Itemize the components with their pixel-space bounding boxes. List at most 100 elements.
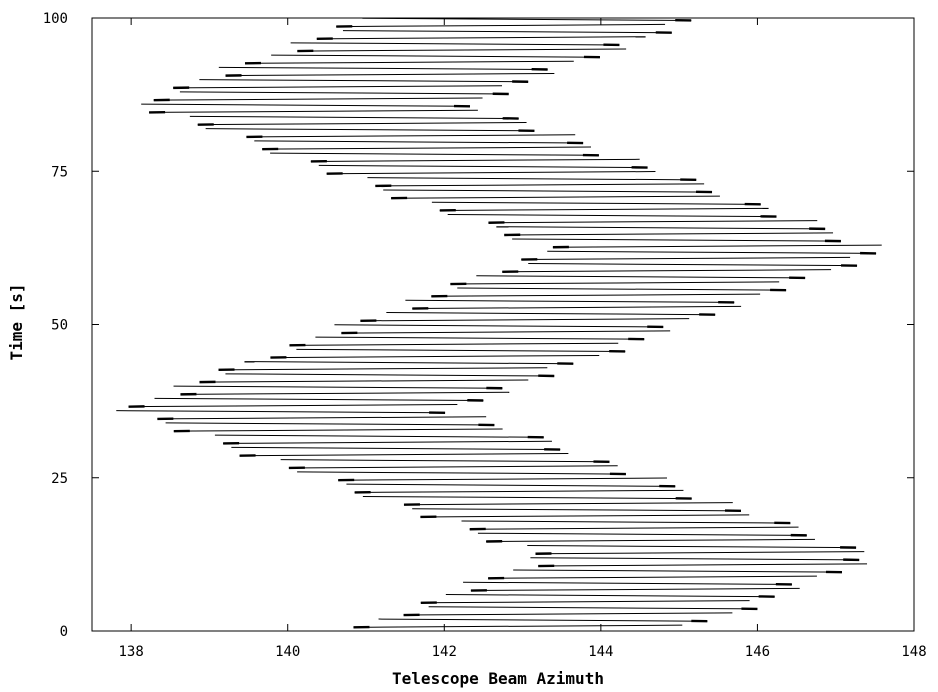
scan-line [128, 403, 458, 408]
y-tick-label: 25 [51, 471, 68, 487]
x-axis-ticks: 138 140 142 144 146 148 [118, 18, 927, 660]
scan-line [353, 624, 683, 628]
scan-line [530, 557, 860, 561]
scan-line [535, 551, 865, 555]
scan-line [197, 122, 527, 126]
scan-line [214, 434, 544, 438]
x-tick-label: 142 [432, 644, 457, 660]
scan-line [180, 391, 510, 395]
scan-line [469, 526, 799, 530]
scan-line [173, 385, 503, 389]
scan-line [254, 140, 584, 144]
scan-line [289, 342, 619, 346]
scan-line [288, 465, 618, 469]
scan-line [513, 569, 842, 573]
scan-line [547, 250, 877, 254]
x-tick-label: 144 [588, 644, 613, 660]
scan-line [157, 416, 487, 420]
scan-line [447, 213, 777, 218]
scan-line [334, 324, 664, 328]
y-axis-ticks: 0 25 50 75 100 [43, 11, 914, 640]
scan-line [412, 305, 742, 310]
scan-line [367, 177, 697, 181]
scan-line [346, 483, 676, 487]
scan-line [457, 287, 787, 291]
y-tick-label: 75 [51, 164, 68, 180]
scan-line [362, 495, 692, 500]
scan-line [512, 238, 841, 242]
scan-line [420, 514, 750, 518]
scan-line [477, 532, 807, 536]
scan-line [360, 318, 690, 322]
scan-line [486, 538, 815, 543]
scan-line [342, 30, 672, 34]
scan-line [218, 66, 548, 70]
scan-line [165, 422, 495, 426]
scan-line [336, 23, 666, 28]
scan-line [386, 312, 716, 316]
scan-line [403, 502, 733, 506]
scan-line [318, 164, 648, 169]
scan-line [141, 103, 470, 107]
scan-line [552, 244, 882, 248]
scan-line [375, 183, 705, 187]
scan-line [239, 453, 569, 457]
scan-line [315, 336, 645, 340]
scan-line [391, 195, 720, 199]
scan-line [231, 446, 561, 451]
scan-line [488, 220, 818, 224]
scan-line [362, 17, 692, 21]
scan-line [527, 544, 857, 549]
scan-line [225, 72, 555, 77]
scan-line [173, 85, 502, 89]
scan-line [405, 299, 735, 303]
scan-line [223, 440, 552, 444]
scan-line [244, 60, 574, 64]
scan-line [431, 201, 761, 205]
scan-lines [116, 17, 882, 629]
scan-line [297, 471, 626, 475]
scan-line [476, 275, 806, 279]
scan-line [179, 91, 509, 95]
scan-line [116, 410, 446, 414]
scan-line [488, 575, 817, 579]
scan-line [225, 373, 555, 377]
y-tick-label: 50 [51, 318, 68, 334]
x-tick-label: 148 [901, 644, 926, 660]
scan-line [341, 330, 671, 334]
scan-line [310, 158, 640, 162]
x-axis-title: Telescope Beam Azimuth [392, 669, 604, 688]
scan-line [521, 256, 851, 261]
scan-line [297, 48, 627, 52]
scan-line [270, 152, 599, 156]
scan-line [244, 361, 574, 365]
scan-line [504, 232, 834, 236]
scan-line [189, 115, 519, 120]
scan-line [502, 269, 832, 273]
scan-line [420, 600, 750, 604]
scan-line [262, 146, 592, 150]
scan-line [450, 281, 780, 285]
y-tick-label: 0 [60, 624, 68, 640]
scan-line [296, 348, 626, 352]
scan-line [149, 109, 478, 113]
scan-line [445, 594, 775, 598]
scan-line [326, 171, 656, 175]
scan-line [439, 207, 769, 211]
scan-line [354, 489, 684, 493]
scan-line [496, 226, 826, 230]
scan-line [461, 520, 791, 524]
scan-line [470, 587, 800, 592]
scan-line [463, 581, 792, 585]
scan-line [403, 612, 733, 616]
scan-line [378, 618, 708, 622]
scan-line [538, 563, 868, 567]
scan-line [290, 42, 620, 46]
scan-line [412, 508, 741, 512]
scan-line [218, 367, 548, 371]
scan-line [383, 189, 713, 193]
scan-line [153, 97, 483, 101]
x-tick-label: 140 [275, 644, 300, 660]
scan-line [173, 428, 503, 432]
